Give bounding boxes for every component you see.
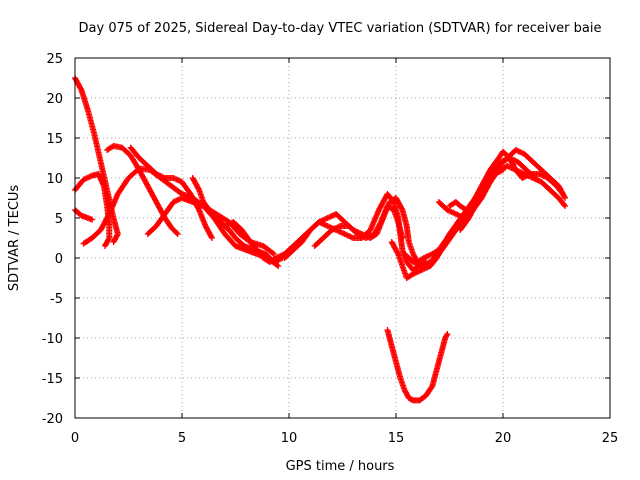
data-point-marker (89, 216, 96, 223)
data-point-marker (394, 249, 401, 256)
data-point-marker (195, 185, 202, 192)
data-point-marker (174, 231, 181, 237)
series-arc-16 (457, 167, 506, 233)
data-point-marker (463, 207, 470, 213)
data-point-marker (443, 332, 450, 339)
data-point-marker (444, 331, 451, 337)
x-tick-label: 5 (178, 431, 186, 446)
series-arc-3 (72, 207, 96, 223)
y-tick-label: 25 (46, 52, 63, 67)
data-point-marker (428, 384, 435, 391)
x-tick-label: 20 (495, 431, 512, 446)
data-point-marker (462, 206, 469, 213)
data-point-marker (77, 85, 84, 92)
data-point-marker (562, 195, 569, 201)
data-point-marker (110, 239, 117, 245)
y-axis-label: SDTVAR / TECUs (7, 185, 22, 292)
data-point-marker (269, 250, 276, 257)
y-tick-label: -10 (42, 332, 63, 347)
y-tick-label: 15 (46, 132, 63, 147)
series-arc-17 (446, 199, 470, 213)
data-point-marker (398, 205, 405, 212)
series-arc-dip (384, 327, 451, 404)
y-tick-label: -20 (42, 412, 63, 427)
data-point-marker (173, 229, 180, 236)
series-arc-15 (435, 147, 569, 221)
series-arc-11 (311, 203, 406, 249)
data-point-marker (275, 263, 282, 269)
y-tick-label: 20 (46, 92, 63, 107)
x-axis-label: GPS time / hours (286, 459, 395, 474)
series-arc-2 (72, 171, 113, 249)
y-tick-label: -15 (42, 372, 63, 387)
data-point-marker (561, 193, 568, 200)
axis-ticks: 0 5 10 15 20 25 -20 -15 -10 -5 0 5 10 15 20 25 (42, 52, 619, 446)
data-point-marker (500, 167, 506, 173)
data-point-marker (561, 201, 568, 208)
series-arc-5 (104, 143, 181, 237)
x-tick-label: 25 (602, 431, 619, 446)
data-points (72, 75, 569, 404)
data-point-marker (101, 243, 108, 249)
y-tick-label: -5 (50, 292, 63, 307)
data-point-marker (377, 220, 384, 227)
x-tick-label: 15 (388, 431, 405, 446)
data-point-marker (208, 233, 215, 240)
data-point-marker (562, 203, 569, 209)
y-tick-label: 10 (46, 172, 63, 187)
chart-title: Day 075 of 2025, Sidereal Day-to-day VTE… (79, 21, 602, 36)
plot-frame (74, 57, 611, 419)
grid (75, 58, 610, 418)
data-point-marker (208, 235, 215, 241)
series-arc-1 (72, 75, 121, 245)
y-tick-label: 5 (55, 212, 63, 227)
x-tick-label: 10 (281, 431, 298, 446)
data-point-marker (271, 251, 278, 257)
data-point-marker (399, 235, 406, 241)
series-arc-6 (127, 144, 215, 241)
data-point-marker (105, 212, 112, 219)
data-point-marker (111, 237, 118, 244)
x-tick-label: 0 (71, 431, 79, 446)
series-arc-14 (414, 148, 566, 265)
y-tick-label: 0 (55, 252, 63, 267)
data-point-marker (102, 241, 109, 248)
